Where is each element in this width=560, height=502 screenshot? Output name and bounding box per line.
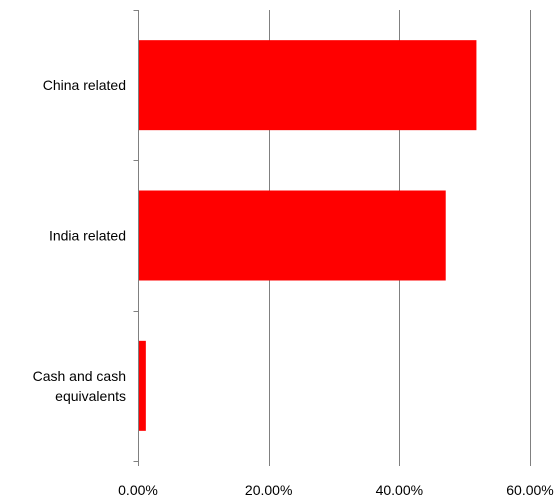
x-tick-label-2: 40.00% xyxy=(376,482,423,498)
category-labels: China related India related Cash and cash e… xyxy=(33,77,126,404)
bar-1 xyxy=(139,190,446,281)
category-label-2-line-0: Cash and cash xyxy=(33,368,126,384)
category-label-1-line-0: India related xyxy=(49,228,126,244)
category-label-0: China related xyxy=(43,77,126,93)
x-tick-label-0: 0.00% xyxy=(118,482,158,498)
category-label-2: Cash and cash equivalents xyxy=(33,368,126,404)
bars xyxy=(139,40,477,431)
x-tick-label-1: 20.00% xyxy=(245,482,292,498)
bar-2 xyxy=(139,340,146,431)
category-label-0-line-0: China related xyxy=(43,77,126,93)
category-label-2-line-1: equivalents xyxy=(55,388,126,404)
bar-0 xyxy=(139,40,477,131)
x-tick-label-3: 60.00% xyxy=(506,482,553,498)
category-label-1: India related xyxy=(49,228,126,244)
axes xyxy=(133,10,531,466)
x-tick-labels: 0.00% 20.00% 40.00% 60.00% xyxy=(118,482,554,498)
